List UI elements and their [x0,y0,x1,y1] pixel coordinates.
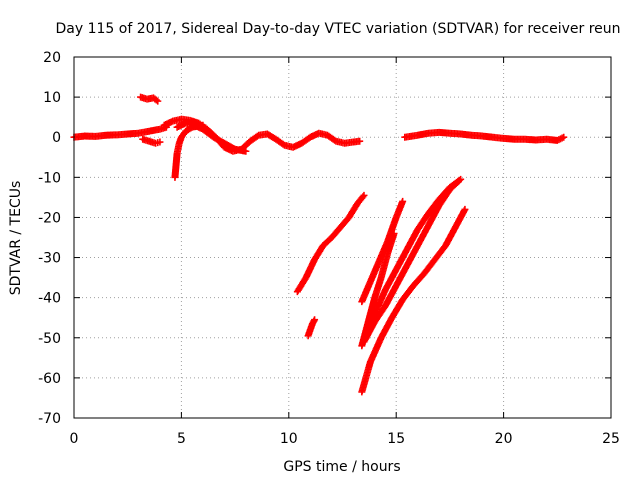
y-tick-label: -50 [38,331,61,347]
data-point [311,316,319,324]
series-arc-10 [358,197,407,306]
data-point [154,97,162,105]
x-axis-label: GPS time / hours [283,459,400,475]
x-tick-label: 15 [387,431,405,447]
series-arc-3 [139,135,164,147]
y-tick-label: -70 [38,411,61,427]
data-point [152,96,160,104]
y-tick-label: 10 [43,90,61,106]
y-tick-label: -60 [38,371,61,387]
series-arc-1 [70,123,170,141]
y-tick-label: 20 [43,50,61,66]
y-tick-label: 0 [52,130,61,146]
data-point [360,191,368,199]
x-tick-label: 0 [70,431,79,447]
y-tick-label: -10 [38,170,61,186]
data-points [70,93,568,396]
x-tick-label: 5 [177,431,186,447]
x-tick-label: 25 [602,431,620,447]
data-point [399,197,407,205]
data-point [156,138,164,146]
data-point [253,132,261,140]
data-point [356,137,364,145]
series-arc-6 [171,121,207,181]
chart-title: Day 115 of 2017, Sidereal Day-to-day VTE… [55,21,620,37]
gridlines [74,57,611,418]
data-point [457,175,465,183]
series-arc-7 [401,128,568,144]
series-arc-8 [293,191,368,296]
x-tick-labels: 0 5 10 15 20 25 [70,431,620,447]
data-point [199,121,207,129]
y-axis-label: SDTVAR / TECUs [8,181,24,296]
y-tick-labels: 20 10 0 -10 -20 -30 -40 -50 -60 -70 [38,50,61,427]
data-point [279,140,287,148]
x-tick-label: 10 [280,431,298,447]
data-point [242,147,250,155]
plot-frame [73,56,612,419]
series-arc-9 [304,316,319,340]
data-point [331,136,339,144]
y-tick-label: -30 [38,251,61,267]
series-arc-14 [358,205,469,396]
data-point [390,229,398,237]
data-point [359,193,367,201]
data-point [455,176,463,184]
series-arc-2 [137,93,162,105]
y-tick-label: -20 [38,210,61,226]
y-tick-label: -40 [38,291,61,307]
data-point [461,205,469,213]
series-arc-13 [362,175,465,342]
x-tick-label: 20 [495,431,513,447]
data-point [560,133,568,141]
